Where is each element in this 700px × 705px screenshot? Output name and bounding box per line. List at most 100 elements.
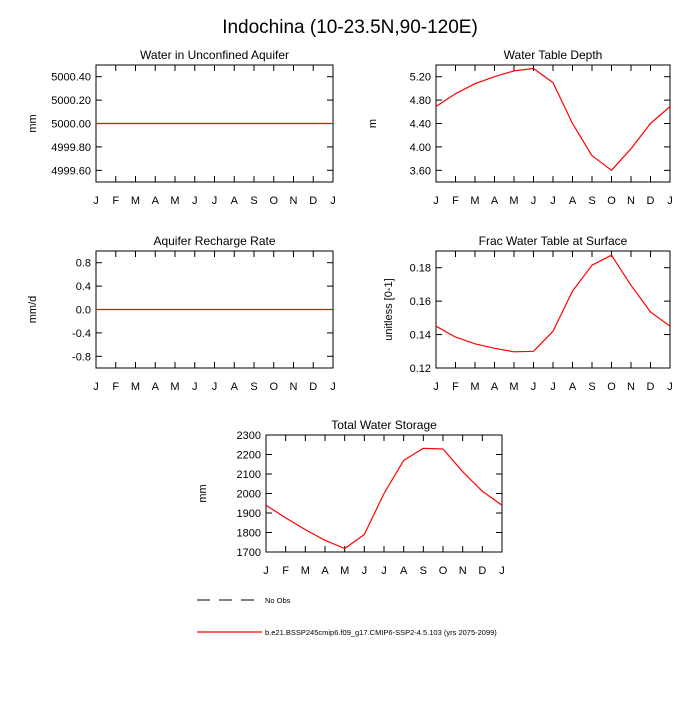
y-tick-label: -0.8 [72,351,91,363]
x-tick-label: S [250,381,257,393]
x-tick-label: F [112,381,119,393]
x-tick-label: J [330,381,336,393]
x-tick-label: D [478,565,486,577]
x-tick-label: J [531,195,537,207]
x-tick-label: M [340,565,349,577]
series-line [265,447,503,550]
y-tick-label: 1800 [237,528,261,540]
x-tick-label: J [667,195,673,207]
y-tick-label: 0.16 [410,296,431,308]
y-tick-label: 4.80 [410,95,431,107]
x-tick-label: M [509,381,518,393]
x-tick-label: F [452,381,459,393]
panel-title: Total Water Storage [331,418,437,432]
x-tick-label: D [647,195,655,207]
y-axis-label: unitless [0-1] [383,278,395,340]
y-tick-label: 0.12 [410,363,431,375]
panel-title: Frac Water Table at Surface [479,234,628,248]
x-tick-label: J [212,195,218,207]
y-tick-label: 0.8 [76,258,91,270]
legend-model-label: b.e21.BSSP245cmip6.f09_g17.CMIP6-SSP2-4.… [265,628,497,637]
x-tick-label: D [647,381,655,393]
series-line [435,254,671,353]
y-axis-label: m [367,119,379,128]
x-tick-label: J [362,565,368,577]
x-tick-label: A [231,381,239,393]
y-tick-label: 2100 [237,469,261,481]
y-axis-label: mm [197,484,209,502]
x-tick-label: S [420,565,427,577]
y-tick-label: 1900 [237,508,261,520]
y-tick-label: 4999.80 [51,142,91,154]
y-tick-label: 0.14 [410,330,431,342]
x-tick-label: A [152,195,160,207]
y-tick-label: 0.0 [76,305,91,317]
y-tick-label: 2200 [237,450,261,462]
x-tick-label: J [550,195,556,207]
panel-title: Water in Unconfined Aquifer [140,48,289,62]
x-tick-label: O [439,565,448,577]
x-tick-label: J [212,381,218,393]
x-tick-label: M [170,195,179,207]
y-axis-label: mm/d [27,296,39,324]
x-tick-label: M [509,195,518,207]
y-tick-label: 5000.00 [51,119,91,131]
x-tick-label: A [400,565,408,577]
x-tick-label: J [381,565,387,577]
y-tick-label: 1700 [237,547,261,559]
x-tick-label: A [569,195,577,207]
panel-title: Aquifer Recharge Rate [153,234,275,248]
x-tick-label: M [131,381,140,393]
y-tick-label: -0.4 [72,328,91,340]
x-tick-label: J [550,381,556,393]
x-tick-label: F [112,195,119,207]
x-tick-label: J [433,381,439,393]
series-line [435,67,671,171]
x-tick-label: A [491,381,499,393]
x-tick-label: A [569,381,577,393]
x-tick-label: S [588,195,595,207]
y-tick-label: 0.18 [410,263,431,275]
x-tick-label: A [152,381,160,393]
x-tick-label: J [499,565,505,577]
x-tick-label: J [93,195,99,207]
plot-frame [435,250,671,369]
y-tick-label: 5000.40 [51,72,91,84]
x-tick-label: M [131,195,140,207]
x-tick-label: J [263,565,269,577]
panel-title: Water Table Depth [504,48,603,62]
x-tick-label: N [459,565,467,577]
legend-no-obs-label: No Obs [265,596,291,605]
x-tick-label: J [667,381,673,393]
x-tick-label: J [192,381,198,393]
x-tick-label: O [269,381,278,393]
x-tick-label: A [491,195,499,207]
x-tick-label: O [607,195,616,207]
x-tick-label: J [330,195,336,207]
x-tick-label: J [433,195,439,207]
y-tick-label: 2300 [237,430,261,442]
x-tick-label: J [531,381,537,393]
x-tick-label: J [192,195,198,207]
x-tick-label: O [607,381,616,393]
y-tick-label: 3.60 [410,165,431,177]
y-tick-label: 4.00 [410,142,431,154]
x-tick-label: M [470,381,479,393]
y-tick-label: 2000 [237,489,261,501]
x-tick-label: F [452,195,459,207]
x-tick-label: F [282,565,289,577]
x-tick-label: A [321,565,329,577]
x-tick-label: N [290,195,298,207]
x-tick-label: N [290,381,298,393]
x-tick-label: D [309,381,317,393]
panel-water-in-unconfined-aquifer: J F M A M J J A S O N D J4999.604999.805000.005000.2… [27,48,336,207]
x-tick-label: N [627,195,635,207]
x-tick-label: S [588,381,595,393]
panel-total-water-storage: J F M A M J J A S O N D J170018001900200021002200230… [197,418,505,577]
x-tick-label: J [93,381,99,393]
x-tick-label: M [470,195,479,207]
x-tick-label: D [309,195,317,207]
